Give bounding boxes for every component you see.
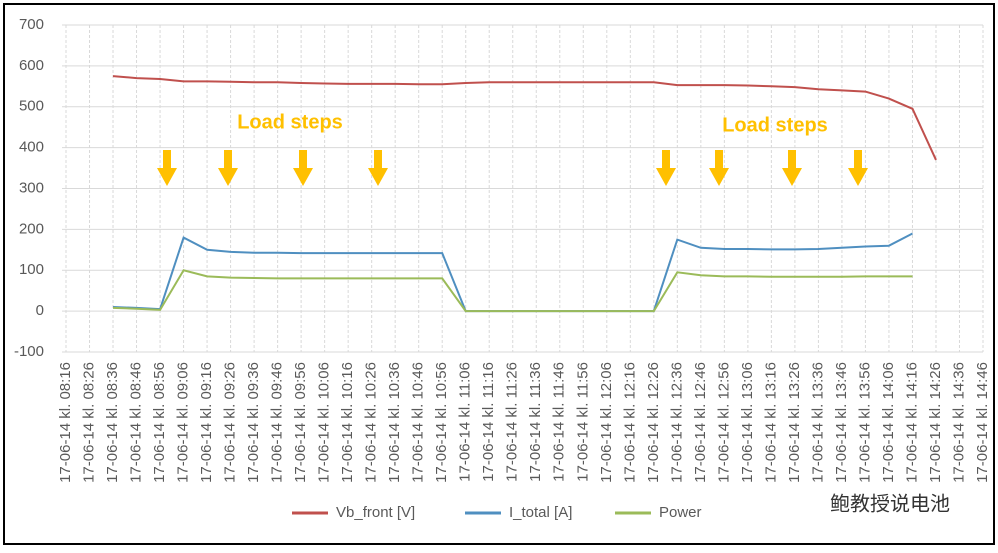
x-tick-label: 17-06-14 kl. 09:46: [269, 362, 286, 483]
x-tick-label: 17-06-14 kl. 10:16: [339, 362, 356, 483]
frame: [3, 3, 995, 545]
x-tick-label: 17-06-14 kl. 13:56: [856, 362, 873, 483]
arrow: [218, 150, 238, 186]
x-tick-label: 17-06-14 kl. 12:16: [621, 362, 638, 483]
x-tick-label: 17-06-14 kl. 13:16: [762, 362, 779, 483]
x-tick-label: 17-06-14 kl. 09:06: [175, 362, 192, 483]
x-tick-label: 17-06-14 kl. 14:46: [974, 362, 991, 483]
x-tick-label: 17-06-14 kl. 12:36: [668, 362, 685, 483]
x-tick-label: 17-06-14 kl. 11:36: [527, 362, 544, 482]
arrow: [782, 150, 802, 186]
watermark: 鲍教授说电池: [830, 492, 950, 515]
arrow: [157, 150, 177, 186]
x-tick-label: 17-06-14 kl. 11:16: [480, 362, 497, 482]
x-tick-label: 17-06-14 kl. 13:36: [809, 362, 826, 483]
x-tick-label: 17-06-14 kl. 14:06: [880, 362, 897, 483]
y-tick-label: 0: [36, 302, 44, 319]
x-tick-label: 17-06-14 kl. 12:26: [645, 362, 662, 483]
x-tick-label: 17-06-14 kl. 09:26: [222, 362, 239, 483]
x-tick-label: 17-06-14 kl. 13:06: [739, 362, 756, 483]
x-tick-label: 17-06-14 kl. 10:26: [363, 362, 380, 483]
legend-label: I_total [A]: [509, 504, 572, 521]
x-tick-label: 17-06-14 kl. 14:16: [903, 362, 920, 483]
x-tick-label: 17-06-14 kl. 10:56: [433, 362, 450, 483]
arrow: [848, 150, 868, 186]
x-tick-label: 17-06-14 kl. 09:36: [245, 362, 262, 483]
x-tick-label: 17-06-14 kl. 09:16: [198, 362, 215, 483]
y-tick-label: 600: [19, 57, 44, 74]
arrow: [368, 150, 388, 186]
x-tick-label: 17-06-14 kl. 10:46: [410, 362, 427, 483]
y-tick-label: 300: [19, 179, 44, 196]
plot-area: -100 0 100 200 300 400 500 600 700 17-06-14 kl. 0…: [14, 16, 991, 483]
legend-label: Vb_front [V]: [336, 504, 415, 521]
x-tick-label: 17-06-14 kl. 12:46: [692, 362, 709, 483]
x-tick-label: 17-06-14 kl. 08:36: [104, 362, 121, 483]
x-tick-label: 17-06-14 kl. 11:46: [551, 362, 568, 482]
arrow: [293, 150, 313, 186]
annotation: Load steps: [722, 114, 828, 136]
x-tick-label: 17-06-14 kl. 09:56: [292, 362, 309, 483]
x-tick-label: 17-06-14 kl. 11:56: [574, 362, 591, 482]
x-tick-label: 17-06-14 kl. 08:46: [128, 362, 145, 483]
annotation: Load steps: [237, 111, 343, 133]
arrow: [656, 150, 676, 186]
y-tick-label: 200: [19, 220, 44, 237]
x-tick-label: 17-06-14 kl. 13:46: [833, 362, 850, 483]
legend: Vb_front [V] I_total [A] Power: [292, 504, 702, 521]
x-tick-label: 17-06-14 kl. 14:26: [927, 362, 944, 483]
data-line: [112, 269, 913, 313]
y-tick-label: -100: [14, 343, 44, 360]
x-tick-label: 17-06-14 kl. 11:26: [504, 362, 521, 482]
x-tick-label: 17-06-14 kl. 08:26: [80, 362, 97, 483]
x-tick-label: 17-06-14 kl. 12:06: [598, 362, 615, 483]
y-tick-label: 500: [19, 98, 44, 115]
x-tick-label: 17-06-14 kl. 11:06: [457, 362, 474, 482]
y-tick-label: 700: [19, 16, 44, 33]
x-tick-label: 17-06-14 kl. 08:16: [57, 362, 74, 483]
arrow: [709, 150, 729, 186]
y-tick-label: 400: [19, 139, 44, 156]
x-tick-label: 17-06-14 kl. 10:36: [386, 362, 403, 483]
x-tick-label: 17-06-14 kl. 10:06: [316, 362, 333, 483]
x-tick-label: 17-06-14 kl. 12:56: [715, 362, 732, 483]
x-tick-label: 17-06-14 kl. 13:26: [786, 362, 803, 483]
load-step-arrows: [157, 150, 868, 186]
x-tick-label: 17-06-14 kl. 14:36: [950, 362, 967, 483]
x-tick-label: 17-06-14 kl. 08:56: [151, 362, 168, 483]
data-line: [112, 75, 937, 161]
y-tick-label: 100: [19, 261, 44, 278]
legend-label: Power: [659, 504, 702, 521]
